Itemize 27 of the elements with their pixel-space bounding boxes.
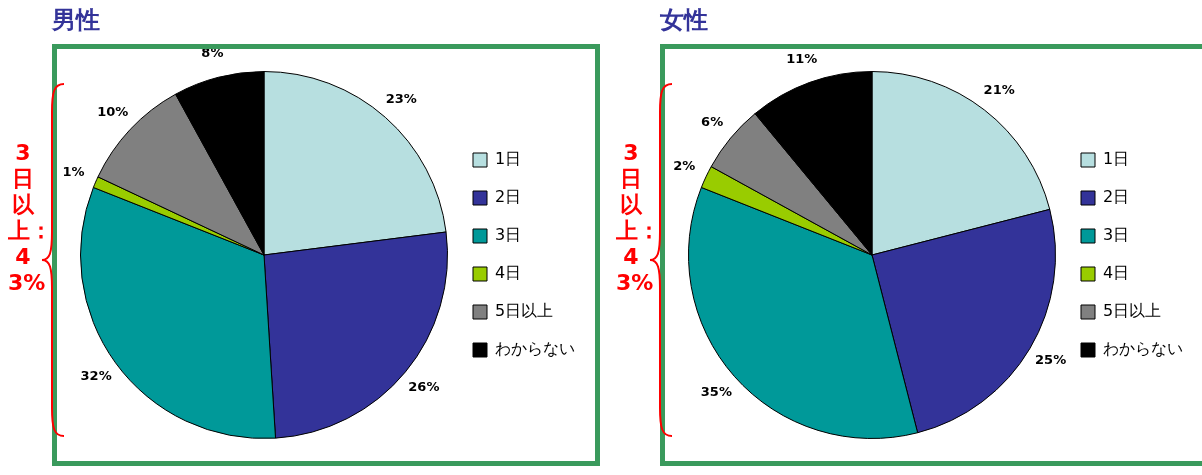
legend-label: 4日	[1103, 263, 1130, 283]
data-label: 6%	[701, 114, 724, 130]
legend-label: 5日以上	[1103, 301, 1162, 321]
legend-label: 3日	[495, 225, 522, 245]
data-label: 1%	[62, 163, 85, 179]
legend-label: 2日	[1103, 187, 1130, 207]
data-label: 21%	[983, 82, 1015, 98]
text: 3日以上：43%	[616, 140, 660, 296]
legend-label: わからない	[495, 339, 575, 359]
data-label: 35%	[700, 383, 732, 399]
legend-label: 4日	[495, 263, 522, 283]
data-label: 26%	[408, 378, 440, 394]
data-label: 23%	[385, 90, 417, 106]
data-label: 10%	[97, 104, 129, 120]
data-label: 32%	[80, 368, 112, 384]
chart-title: 女性	[660, 5, 708, 36]
text: 3日以上：43%	[8, 140, 52, 296]
legend-label: わからない	[1103, 339, 1183, 359]
legend-label: 1日	[495, 149, 522, 169]
data-label: 25%	[1035, 352, 1067, 367]
legend-label: 5日以上	[495, 301, 554, 321]
legend-label: 3日	[1103, 225, 1130, 245]
data-label: 2%	[673, 158, 696, 174]
legend-label: 2日	[495, 187, 522, 207]
chart-title: 男性	[52, 5, 100, 36]
data-label: 11%	[786, 51, 818, 67]
legend-label: 1日	[1103, 149, 1130, 169]
